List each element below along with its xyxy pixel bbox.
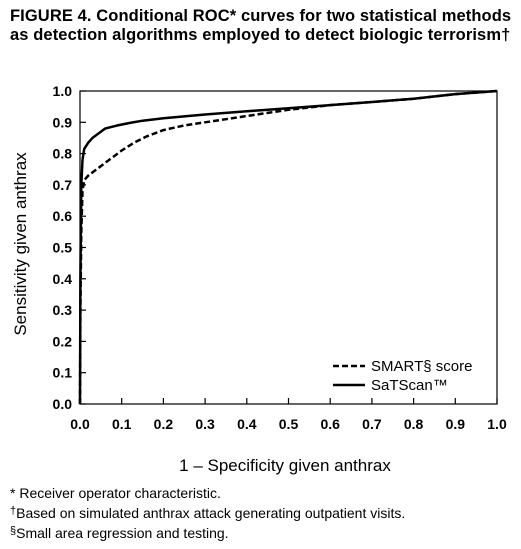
x-tick-label: 0.4 [237,416,257,432]
x-tick-label: 0.3 [195,416,215,432]
y-tick-label: 0.5 [53,240,73,256]
x-tick-label: 0.2 [154,416,174,432]
x-axis-label: 1 – Specificity given anthrax [179,456,391,475]
legend: SMART§ score SaTScan™ [333,358,472,394]
x-tick-label: 0.6 [320,416,340,432]
y-tick-label: 0.9 [53,114,73,130]
y-tick-label: 1.0 [53,83,73,99]
x-tick-label: 0.9 [446,416,466,432]
footnote-1: * Receiver operator characteristic. [10,484,405,502]
x-tick-label: 0.7 [362,416,382,432]
footnote-3: §Small area regression and testing. [10,522,405,542]
y-tick-label: 0.8 [53,146,73,162]
footnote-1-mark: * [10,485,16,501]
y-tick-label: 0.7 [53,177,73,193]
footnote-2-mark: † [10,505,17,517]
x-tick-label: 1.0 [487,416,507,432]
chart-title: FIGURE 4. Conditional ROC* curves for tw… [10,7,512,44]
footnote-2: †Based on simulated anthrax attack gener… [10,502,405,522]
y-tick-label: 0.2 [53,333,73,349]
footnotes: * Receiver operator characteristic. †Bas… [10,484,405,542]
y-axis-ticks: 0.0 0.1 0.2 0.3 0.4 0.5 0.6 0.7 0.8 0.9 1.0 [53,83,86,412]
y-tick-label: 0.0 [53,396,73,412]
x-tick-label: 0.1 [112,416,132,432]
y-tick-label: 0.6 [53,208,73,224]
footnote-3-mark: § [10,525,17,537]
legend-label-smart: SMART§ score [371,358,472,375]
y-tick-label: 0.4 [53,271,73,287]
y-tick-label: 0.1 [53,365,73,381]
y-axis-label: Sensitivity given anthrax [11,152,30,336]
x-tick-label: 0.8 [404,416,424,432]
x-tick-label: 0.5 [279,416,299,432]
series-line-satscan [78,89,498,405]
footnote-2-text: Based on simulated anthrax attack genera… [16,505,406,521]
footnote-3-text: Small area regression and testing. [16,525,229,541]
y-tick-label: 0.3 [53,302,73,318]
x-axis-ticks: 0.0 0.1 0.2 0.3 0.4 0.5 0.6 0.7 0.8 0.9 1.0 [70,398,507,432]
footnote-1-text: Receiver operator characteristic. [19,485,221,501]
series-group [78,89,498,405]
series-line-smart [78,89,498,405]
x-tick-label: 0.0 [70,416,90,432]
legend-label-satscan: SaTScan™ [371,377,448,394]
